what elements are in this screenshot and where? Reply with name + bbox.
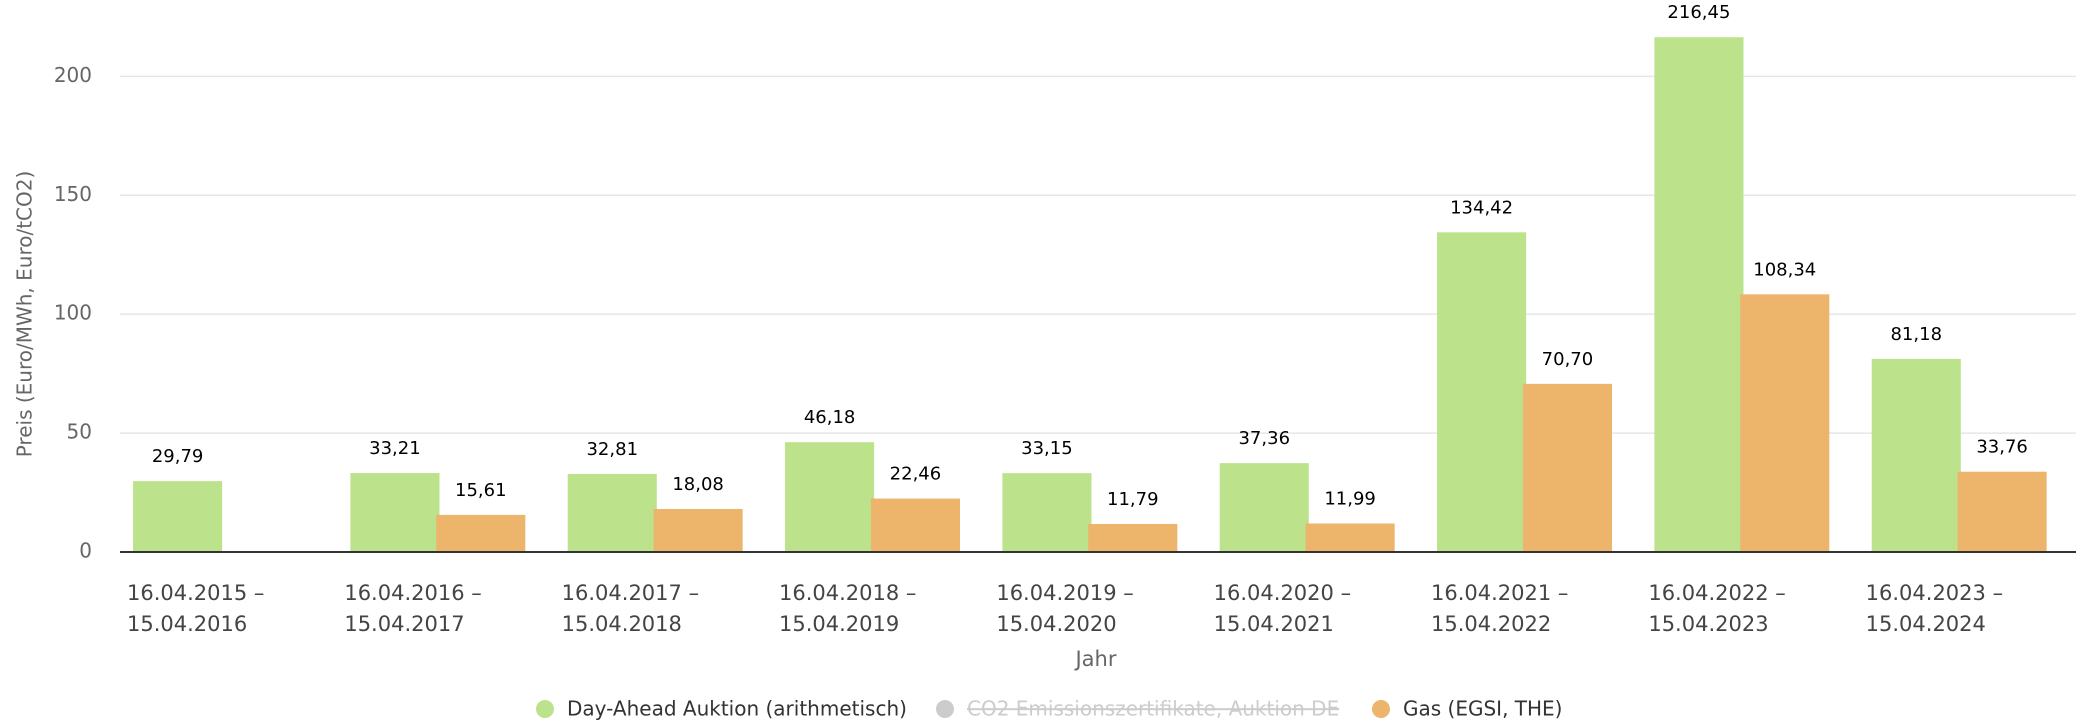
data-label: 216,45 bbox=[1667, 2, 1730, 23]
x-tick-label: 16.04.2018 – bbox=[779, 581, 916, 605]
bar bbox=[1871, 358, 1961, 552]
x-tick-label: 16.04.2023 – bbox=[1866, 581, 2003, 605]
data-label: 134,42 bbox=[1450, 197, 1513, 218]
legend-label[interactable]: Gas (EGSI, THE) bbox=[1403, 697, 1562, 721]
bar bbox=[653, 509, 743, 552]
y-axis-title: Preis (Euro/MWh, Euro/tCO2) bbox=[13, 171, 37, 458]
y-tick-label: 100 bbox=[54, 301, 92, 325]
data-label: 11,99 bbox=[1324, 488, 1376, 509]
data-label: 108,34 bbox=[1753, 259, 1816, 280]
bar bbox=[870, 498, 960, 552]
bar bbox=[1219, 463, 1309, 552]
x-tick-label: 15.04.2018 bbox=[562, 612, 682, 636]
bar bbox=[1740, 294, 1830, 552]
bar bbox=[350, 473, 440, 552]
legend-marker[interactable] bbox=[536, 700, 554, 718]
x-tick-label: 15.04.2024 bbox=[1866, 612, 1986, 636]
bar bbox=[567, 473, 657, 552]
x-tick-label: 15.04.2020 bbox=[996, 612, 1116, 636]
y-tick-label: 50 bbox=[67, 420, 92, 444]
x-tick-label: 16.04.2017 – bbox=[562, 581, 699, 605]
data-label: 29,79 bbox=[152, 446, 204, 467]
data-label: 33,21 bbox=[369, 438, 421, 459]
legend-marker[interactable] bbox=[1372, 700, 1390, 718]
y-tick-label: 0 bbox=[79, 539, 92, 563]
bar bbox=[1654, 37, 1744, 552]
data-label: 37,36 bbox=[1238, 428, 1290, 449]
x-tick-label: 16.04.2016 – bbox=[344, 581, 481, 605]
legend-label[interactable]: CO2 Emissionszertifikate, Auktion DE bbox=[967, 697, 1339, 721]
x-tick-label: 16.04.2019 – bbox=[996, 581, 1133, 605]
y-tick-label: 150 bbox=[54, 182, 92, 206]
x-tick-label: 15.04.2022 bbox=[1431, 612, 1551, 636]
data-label: 33,15 bbox=[1021, 438, 1073, 459]
bar bbox=[1002, 473, 1092, 552]
bar bbox=[785, 442, 875, 552]
data-label: 15,61 bbox=[455, 480, 507, 501]
data-label: 11,79 bbox=[1107, 489, 1159, 510]
bar bbox=[1957, 471, 2047, 552]
bar bbox=[1088, 523, 1178, 552]
x-tick-label: 16.04.2020 – bbox=[1214, 581, 1351, 605]
x-tick-label: 15.04.2021 bbox=[1214, 612, 1334, 636]
data-label: 22,46 bbox=[890, 464, 942, 485]
x-tick-label: 15.04.2017 bbox=[344, 612, 464, 636]
legend-label[interactable]: Day-Ahead Auktion (arithmetisch) bbox=[567, 697, 907, 721]
x-tick-label: 16.04.2022 – bbox=[1648, 581, 1785, 605]
x-tick-label: 16.04.2021 – bbox=[1431, 581, 1568, 605]
bar bbox=[1437, 232, 1527, 552]
data-label: 70,70 bbox=[1542, 349, 1594, 370]
data-label: 81,18 bbox=[1890, 324, 1942, 345]
data-label: 18,08 bbox=[672, 474, 724, 495]
bar bbox=[133, 481, 223, 552]
data-label: 33,76 bbox=[1976, 437, 2028, 458]
y-tick-label: 200 bbox=[54, 63, 92, 87]
x-axis-title: Jahr bbox=[1073, 647, 1116, 671]
data-label: 46,18 bbox=[804, 407, 856, 428]
bar bbox=[1305, 523, 1395, 552]
bar bbox=[436, 514, 526, 552]
x-tick-label: 15.04.2019 bbox=[779, 612, 899, 636]
bar bbox=[1522, 383, 1612, 552]
x-tick-label: 15.04.2016 bbox=[127, 612, 247, 636]
legend-marker[interactable] bbox=[936, 700, 954, 718]
x-tick-label: 15.04.2023 bbox=[1648, 612, 1768, 636]
data-label: 32,81 bbox=[586, 439, 638, 460]
x-tick-label: 16.04.2015 – bbox=[127, 581, 264, 605]
